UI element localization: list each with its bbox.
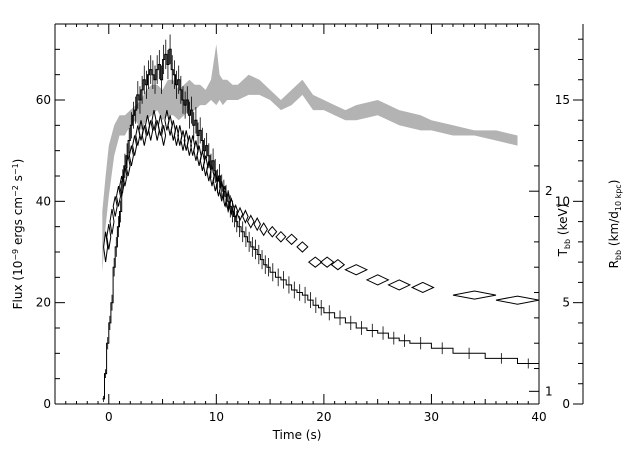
radius-axis-label-part: (km/d (607, 211, 621, 250)
temperature-point (275, 230, 287, 243)
temperature-point (365, 274, 390, 286)
temperature-point (180, 130, 186, 151)
flux-axis-label-part: ) (11, 159, 25, 164)
temperature-point (228, 196, 235, 216)
temperature-point (259, 222, 268, 237)
temperature-point (161, 125, 167, 146)
temperature-point (103, 231, 109, 263)
temperature-point (246, 214, 255, 229)
radius-tick-label: 5 (562, 296, 570, 310)
temperature-point (109, 208, 115, 235)
x-axis-label: Time (s) (272, 428, 322, 442)
radius-tick-label: 10 (555, 194, 570, 208)
temperature-point (125, 155, 131, 177)
radius-axis-label-part: R (607, 260, 621, 268)
flux-axis-label-part: −9 (11, 249, 20, 261)
temperature-point (157, 115, 163, 136)
temperature-point (452, 290, 497, 300)
temperature-point (344, 264, 369, 276)
temperature-point (112, 196, 118, 217)
temperature-tick-label: 1 (545, 384, 553, 398)
temperature-point (128, 145, 134, 166)
temperature-point (296, 241, 309, 253)
temperature-point (148, 120, 154, 141)
temperature-layer (103, 110, 540, 305)
temperature-axis-label-part: T (556, 248, 570, 257)
temperature-point (285, 233, 298, 246)
x-tick-label: 30 (424, 410, 439, 424)
temperature-point (410, 281, 435, 294)
radius-axis-label-part: ) (607, 180, 621, 185)
temperature-point (495, 295, 540, 305)
flux-tick-label: 20 (36, 296, 51, 310)
temperature-point (141, 125, 147, 146)
radius-tick-label: 15 (555, 93, 570, 107)
temperature-axis-label-part: (keV) (556, 204, 570, 239)
x-tick-label: 40 (531, 410, 546, 424)
temperature-point (122, 165, 128, 187)
temperature-point (132, 135, 138, 156)
temperature-point (387, 279, 412, 291)
radius-tick-label: 0 (562, 397, 570, 411)
temperature-point (115, 186, 122, 207)
temperature-axis-label-part: bb (563, 239, 572, 249)
flux-tick-label: 60 (36, 93, 51, 107)
temperature-point (173, 125, 180, 146)
temperature-axis-label: Tbb (keV) (556, 204, 572, 258)
radius-axis-label-part: bb (614, 250, 623, 260)
radius-band (102, 44, 518, 273)
flux-tick-label: 40 (36, 194, 51, 208)
temperature-point (232, 203, 239, 219)
flux-axis-label-part: −2 (11, 185, 20, 197)
temperature-point (236, 206, 244, 222)
temperature-point (151, 110, 157, 131)
temperature-point (319, 256, 335, 268)
flux-layer (102, 34, 539, 402)
x-tick-label: 0 (105, 410, 113, 424)
radius-axis-label: Rbb (km/d10 kpc) (607, 180, 623, 269)
radius-axis-label-part: 10 kpc (614, 184, 623, 211)
radius-band-layer (102, 44, 518, 273)
flux-axis-label: Flux (10−9 ergs cm−2 s−1) (11, 159, 25, 310)
flux-axis-label-part: −1 (11, 163, 20, 175)
flux-axis-label-part: ergs cm (11, 197, 25, 249)
temperature-point (186, 135, 192, 156)
x-tick-label: 20 (316, 410, 331, 424)
temperature-point (106, 224, 112, 250)
x-tick-label: 10 (209, 410, 224, 424)
flux-axis-label-part: Flux (10 (11, 261, 25, 310)
temperature-point (119, 175, 125, 197)
temperature-point (307, 256, 323, 268)
flux-tick-label: 0 (43, 397, 51, 411)
flux-curve (102, 48, 539, 400)
temperature-point (253, 217, 261, 232)
temperature-point (267, 225, 278, 238)
flux-axis-label-part: s (11, 175, 25, 185)
temperature-point (242, 209, 249, 224)
temperature-tick-label: 2 (545, 184, 553, 198)
temperature-point (330, 258, 346, 271)
